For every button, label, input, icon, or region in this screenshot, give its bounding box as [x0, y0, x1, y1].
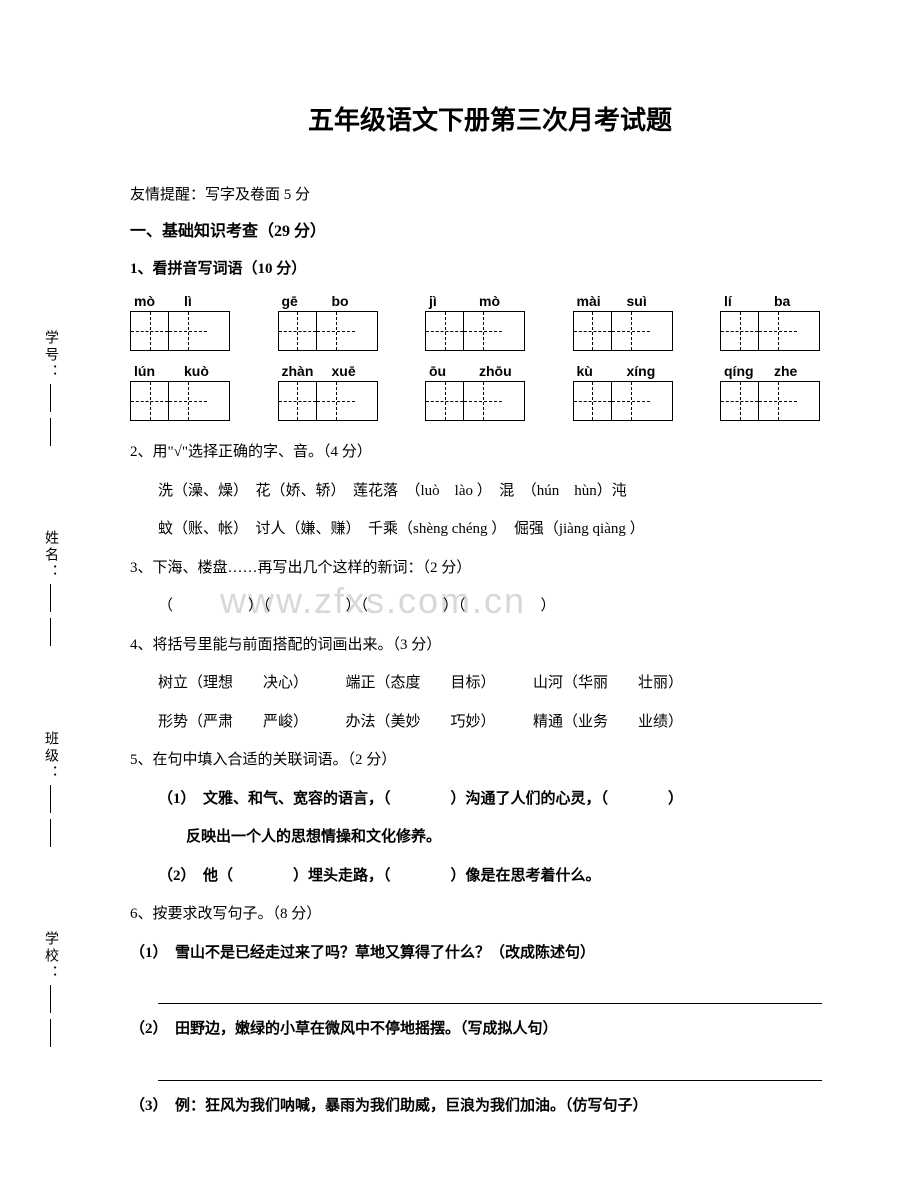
- tianzi-box[interactable]: [573, 381, 673, 421]
- tianzi-box[interactable]: [720, 381, 820, 421]
- page-content: 五年级语文下册第三次月考试题 友情提醒：写字及卷面 5 分 一、基础知识考查（2…: [130, 100, 850, 1123]
- q6-s3: （3） 例：狂风为我们呐喊，暴雨为我们助威，巨浪为我们加油。（仿写句子）: [130, 1089, 850, 1124]
- side-binding-labels: 学号： 姓名： 班级： 学校：: [40, 330, 60, 1050]
- page-title: 五年级语文下册第三次月考试题: [130, 100, 850, 137]
- tianzi-box[interactable]: [425, 311, 525, 351]
- q5-label: 5、在句中填入合适的关联词语。（2 分）: [130, 743, 850, 778]
- section1-heading: 一、基础知识考查（29 分）: [130, 213, 850, 251]
- side-label-xingming: 姓名：: [40, 530, 60, 581]
- q5-s1a: （1） 文雅、和气、宽容的语言，（ ）沟通了人们的心灵，（ ）: [130, 782, 850, 817]
- tianzi-box[interactable]: [720, 311, 820, 351]
- q6-label: 6、按要求改写句子。（8 分）: [130, 897, 850, 932]
- side-label-xuexiao: 学校：: [40, 931, 60, 982]
- tianzi-box[interactable]: [278, 311, 378, 351]
- tianzi-box[interactable]: [425, 381, 525, 421]
- q6-s1: （1） 雪山不是已经走过来了吗？草地又算得了什么？（改成陈述句）: [130, 936, 850, 971]
- q2-label: 2、用"√"选择正确的字、音。（4 分）: [130, 435, 850, 470]
- q6-s2: （2） 田野边，嫩绿的小草在微风中不停地摇摆。（写成拟人句）: [130, 1012, 850, 1047]
- pinyin-row-2: lúnkuò zhànxuē ōuzhōu kùxíng qíngzhe: [130, 363, 850, 421]
- side-label-xuehao: 学号：: [40, 330, 60, 381]
- q1-label: 1、看拼音写词语（10 分）: [130, 251, 850, 287]
- q5-s1b: 反映出一个人的思想情操和文化修养。: [130, 820, 850, 855]
- pinyin-row-1: mòlì gēbo jìmò màisuì líba: [130, 293, 850, 351]
- tianzi-box[interactable]: [278, 381, 378, 421]
- q4-label: 4、将括号里能与前面搭配的词画出来。（3 分）: [130, 628, 850, 663]
- q2-row1: 洗（澡、燥） 花（娇、轿） 莲花落 （luò lào ） 混 （hún hùn）…: [130, 474, 850, 509]
- side-label-banji: 班级：: [40, 731, 60, 782]
- q4-row1: 树立（理想 决心） 端正（态度 目标） 山河（华丽 壮丽）: [130, 666, 850, 701]
- q5-s2: （2） 他（ ）埋头走路，（ ）像是在思考着什么。: [130, 859, 850, 894]
- answer-line[interactable]: [158, 1059, 822, 1081]
- tianzi-box[interactable]: [573, 311, 673, 351]
- q3-blanks[interactable]: （ ）（ ）（ ）（ ）: [130, 589, 850, 624]
- q3-label: 3、下海、楼盘……再写出几个这样的新词：（2 分）: [130, 551, 850, 586]
- tianzi-box[interactable]: [130, 381, 230, 421]
- answer-line[interactable]: [158, 982, 822, 1004]
- tianzi-box[interactable]: [130, 311, 230, 351]
- reminder: 友情提醒：写字及卷面 5 分: [130, 177, 850, 213]
- q4-row2: 形势（严肃 严峻） 办法（美妙 巧妙） 精通（业务 业绩）: [130, 705, 850, 740]
- q2-row2: 蚊（账、帐） 讨人（嫌、赚） 千乘（shèng chéng ） 倔强（jiàng…: [130, 512, 850, 547]
